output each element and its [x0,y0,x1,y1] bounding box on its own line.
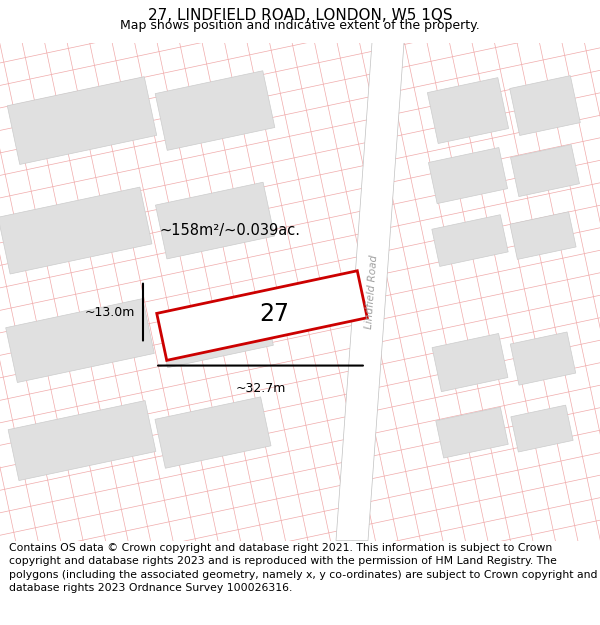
Polygon shape [336,42,404,541]
Polygon shape [510,332,576,385]
Text: Map shows position and indicative extent of the property.: Map shows position and indicative extent… [120,19,480,32]
Polygon shape [157,293,274,368]
Polygon shape [511,144,580,197]
Polygon shape [511,405,573,452]
Polygon shape [509,76,580,136]
Polygon shape [155,71,275,151]
Text: ~158m²/~0.039ac.: ~158m²/~0.039ac. [160,223,301,238]
Polygon shape [432,334,508,392]
Polygon shape [510,212,576,259]
Polygon shape [7,77,157,164]
Polygon shape [157,271,367,361]
Polygon shape [155,397,271,468]
Polygon shape [8,401,156,481]
Polygon shape [155,182,275,259]
Text: 27: 27 [259,301,289,326]
Text: ~13.0m: ~13.0m [85,306,135,319]
Polygon shape [427,78,509,144]
Polygon shape [0,187,152,274]
Text: ~32.7m: ~32.7m [235,381,286,394]
Text: Lindfield Road: Lindfield Road [364,254,380,329]
Polygon shape [432,215,508,266]
Polygon shape [436,407,508,458]
Polygon shape [428,148,508,204]
Polygon shape [6,299,154,382]
Text: 27, LINDFIELD ROAD, LONDON, W5 1QS: 27, LINDFIELD ROAD, LONDON, W5 1QS [148,9,452,24]
Text: Contains OS data © Crown copyright and database right 2021. This information is : Contains OS data © Crown copyright and d… [9,543,598,592]
